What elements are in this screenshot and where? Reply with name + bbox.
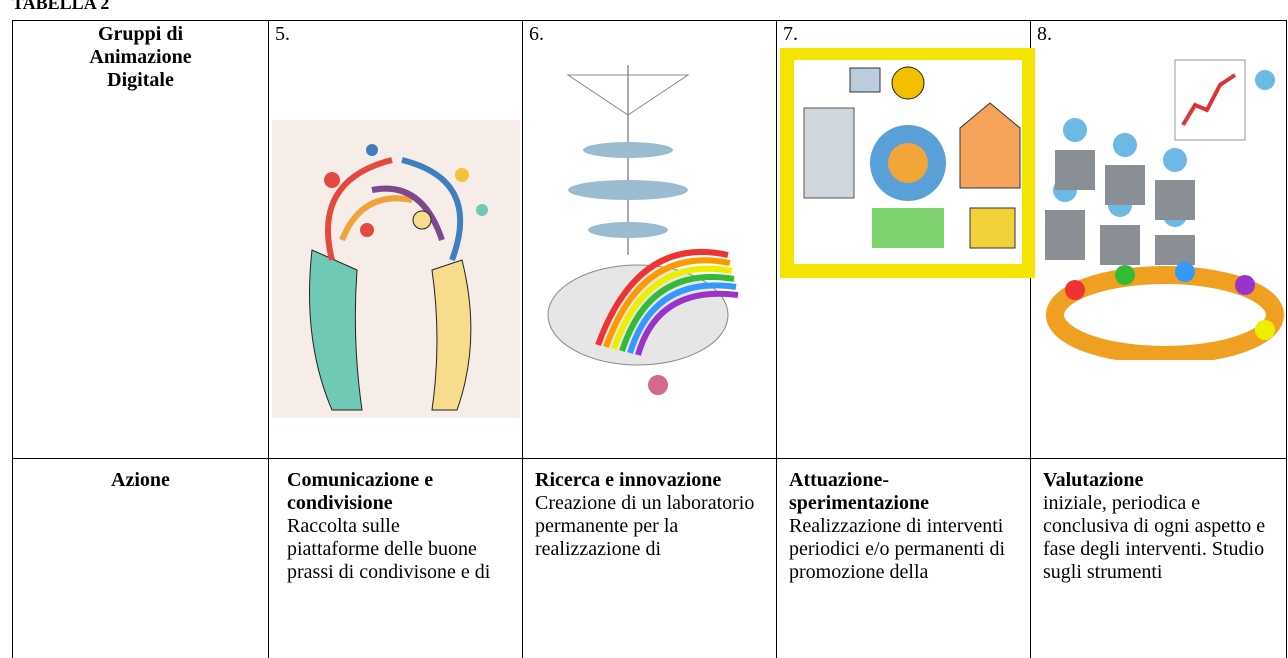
cell-text: Gruppi di Animazione Digitale xyxy=(89,23,192,91)
cell: 5. xyxy=(268,20,522,459)
illustration xyxy=(547,65,739,395)
cell-text: iniziale, periodica e conclusiva di ogni… xyxy=(1043,492,1266,583)
cell-title: Comunicazione e condivisione xyxy=(287,469,434,514)
cell-text: 8. xyxy=(1037,23,1052,45)
cell: Attuazione-sperimentazione Realizzazione … xyxy=(776,458,1030,658)
cell-title: Attuazione-sperimentazione xyxy=(789,469,929,514)
row-header: Gruppi di Animazione Digitale xyxy=(12,20,268,459)
cell-title: Ricerca e innovazione xyxy=(535,469,722,491)
cell-text: Realizzazione di interventi periodici e/… xyxy=(789,515,1006,583)
cell-text: Azione xyxy=(111,469,170,491)
cell-title: Valutazione xyxy=(1043,469,1144,491)
cell-text: 7. xyxy=(783,23,798,45)
cell-text: Creazione di un laboratorio permanente p… xyxy=(535,492,755,560)
cell: 6. xyxy=(522,20,776,459)
illustration xyxy=(1045,59,1284,360)
cell: 7. xyxy=(776,20,1030,459)
cell-text: 6. xyxy=(529,23,544,45)
cell: Comunicazione e condivisione Raccolta sul… xyxy=(268,458,522,658)
row-header: Azione xyxy=(12,458,268,658)
cell: Valutazione iniziale, periodica e conclus… xyxy=(1030,458,1287,658)
illustration xyxy=(780,48,1035,278)
cell-text: Raccolta sulle piattaforme delle buone p… xyxy=(287,515,491,583)
cell: Ricerca e innovazione Creazione di un lab… xyxy=(522,458,776,658)
illustration xyxy=(272,120,520,418)
table-caption: TABELLA 2 xyxy=(12,0,110,13)
cell-text: 5. xyxy=(275,23,290,45)
